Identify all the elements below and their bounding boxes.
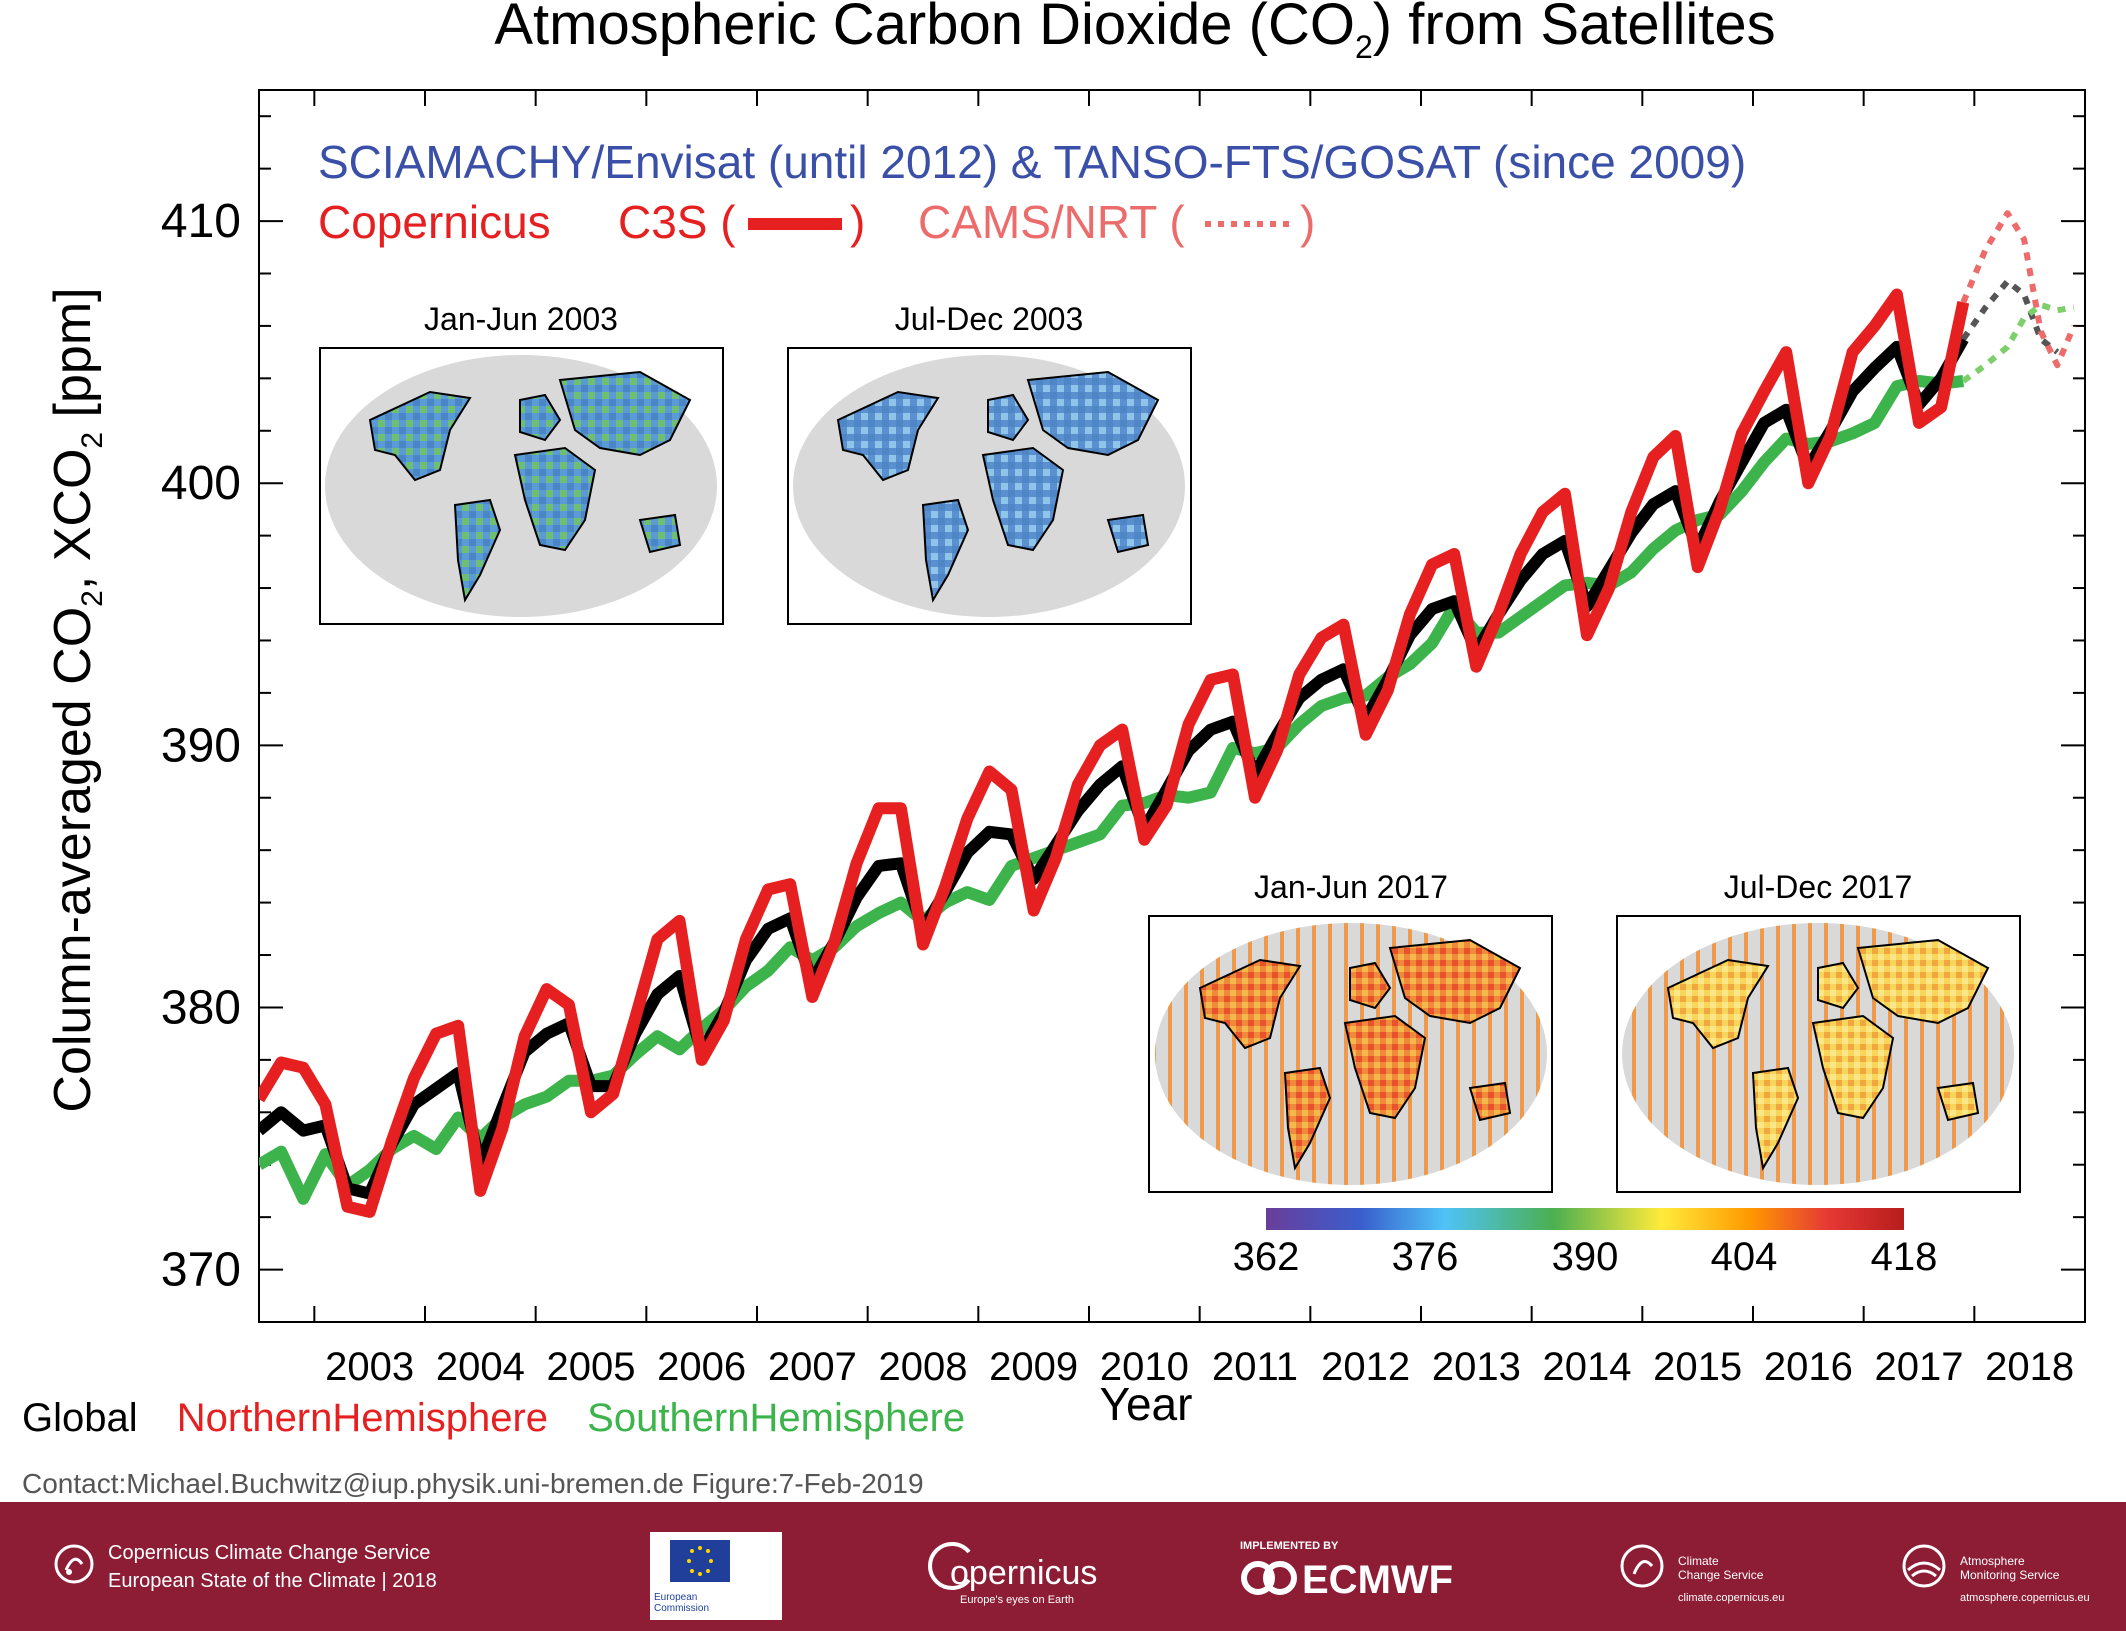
series-line-global-cams-nrt- bbox=[1960, 278, 2060, 355]
cams-url: atmosphere.copernicus.eu bbox=[1960, 1592, 2090, 1604]
map-title: Jan-Jun 2017 bbox=[1254, 869, 1448, 905]
footer-line2: European State of the Climate | 2018 bbox=[108, 1570, 437, 1592]
colorbar-tick: 376 bbox=[1392, 1235, 1459, 1279]
european-commission-logo: European Commission bbox=[650, 1532, 782, 1620]
map-inset-jul-dec-2017: Jul-Dec 2017 bbox=[1616, 869, 2021, 1193]
continents bbox=[1198, 938, 1522, 1171]
contact-line: Contact:Michael.Buchwitz@iup.physik.uni-… bbox=[22, 1468, 924, 1499]
map-title: Jul-Dec 2003 bbox=[895, 301, 1084, 337]
series-group bbox=[259, 210, 2077, 1218]
ecmwf-wordmark: ECMWF bbox=[1302, 1558, 1454, 1602]
legend-north: NorthernHemisphere bbox=[176, 1396, 549, 1440]
map-inset-jul-dec-2003: Jul-Dec 2003 bbox=[787, 301, 1192, 625]
y-tick-label: 370 bbox=[161, 1244, 241, 1297]
cams-name-a: Atmosphere bbox=[1960, 1554, 2025, 1568]
c3s-name-b: Change Service bbox=[1678, 1568, 1764, 1582]
c3s-close: ) bbox=[850, 196, 865, 248]
ecmwf-icon bbox=[1241, 1561, 1297, 1595]
continents bbox=[368, 370, 692, 603]
legend-global: Global bbox=[22, 1396, 138, 1440]
map-title: Jan-Jun 2003 bbox=[424, 301, 618, 337]
colorbar bbox=[1266, 1208, 1904, 1230]
axis-ticks bbox=[259, 90, 2086, 1322]
c3s-swirl-icon bbox=[54, 1544, 94, 1584]
chart-title: Atmospheric Carbon Dioxide (CO2) from Sa… bbox=[494, 0, 1775, 65]
footer-bar: Copernicus Climate Change Service Europe… bbox=[0, 1502, 2126, 1631]
x-tick-label: 2017 bbox=[1875, 1345, 1964, 1389]
colorbar-tick: 404 bbox=[1711, 1235, 1778, 1279]
copernicus-label: Copernicus bbox=[318, 196, 551, 248]
eu-stars-icon bbox=[687, 1546, 713, 1576]
atmosphere-monitoring-icon bbox=[1902, 1544, 1946, 1588]
series-line-southernhemisphere-cams-nrt- bbox=[1961, 301, 2075, 384]
x-tick-label: 2018 bbox=[1985, 1345, 2074, 1389]
copernicus-tagline: Europe's eyes on Earth bbox=[960, 1594, 1075, 1606]
x-tick-label: 2005 bbox=[547, 1345, 636, 1389]
x-tick-label: 2016 bbox=[1764, 1345, 1853, 1389]
series-line-southernhemisphere bbox=[259, 375, 1964, 1205]
map-inset-jan-jun-2017: Jan-Jun 2017 bbox=[1148, 869, 1553, 1193]
colorbar-ticks: 362 376 390 404 418 bbox=[1233, 1235, 1938, 1279]
continents bbox=[836, 370, 1160, 603]
colorbar-tick: 390 bbox=[1552, 1235, 1619, 1279]
implemented-by: IMPLEMENTED BY bbox=[1240, 1540, 1339, 1552]
x-tick-label: 2012 bbox=[1321, 1345, 1410, 1389]
y-tick-label: 380 bbox=[161, 981, 241, 1034]
cams-close: ) bbox=[1300, 196, 1315, 248]
co2-chart: Atmospheric Carbon Dioxide (CO2) from Sa… bbox=[44, 0, 2086, 1430]
map-inset-jan-jun-2003: Jan-Jun 2003 bbox=[319, 301, 724, 625]
ec-label: European Commission bbox=[654, 1592, 710, 1614]
x-axis-label: Year bbox=[1100, 1378, 1193, 1430]
y-tick-label: 410 bbox=[161, 195, 241, 248]
x-tick-label: 2013 bbox=[1432, 1345, 1521, 1389]
colorbar-tick: 362 bbox=[1233, 1235, 1300, 1279]
y-tick-labels: 370 380 390 400 410 bbox=[161, 195, 241, 1297]
colorbar-tick: 418 bbox=[1871, 1235, 1938, 1279]
cams-name-b: Monitoring Service bbox=[1960, 1568, 2060, 1582]
continents bbox=[1666, 938, 1990, 1171]
y-tick-label: 400 bbox=[161, 457, 241, 510]
x-tick-label: 2004 bbox=[436, 1345, 525, 1389]
series-line-global bbox=[259, 336, 1969, 1200]
map-title: Jul-Dec 2017 bbox=[1724, 869, 1913, 905]
series-line-northernhemisphere-cams-nrt- bbox=[1960, 210, 2077, 369]
c3s-url: climate.copernicus.eu bbox=[1678, 1592, 1785, 1604]
x-tick-labels: 2003 2004 2005 2006 2007 2008 2009 2010 2011 2012… bbox=[325, 1345, 2074, 1389]
series-line-northernhemisphere bbox=[259, 288, 1970, 1218]
plot-frame bbox=[258, 89, 2086, 1323]
legend-south: SouthernHemisphere bbox=[587, 1396, 966, 1440]
copernicus-c-icon bbox=[928, 1542, 971, 1590]
cams-label: CAMS/NRT ( bbox=[918, 196, 1185, 248]
x-tick-label: 2011 bbox=[1212, 1345, 1298, 1389]
climate-change-service-icon bbox=[1620, 1544, 1664, 1588]
x-tick-label: 2007 bbox=[768, 1345, 857, 1389]
y-tick-label: 390 bbox=[161, 719, 241, 772]
bottom-legend: Global NorthernHemisphere SouthernHemisp… bbox=[22, 1396, 993, 1441]
c3s-name-a: Climate bbox=[1678, 1554, 1719, 1568]
x-tick-label: 2003 bbox=[325, 1345, 414, 1389]
x-tick-label: 2008 bbox=[879, 1345, 968, 1389]
c3s-label: C3S ( bbox=[618, 196, 736, 248]
copernicus-wordmark: opernicus bbox=[950, 1554, 1098, 1592]
x-tick-label: 2009 bbox=[989, 1345, 1078, 1389]
x-tick-label: 2014 bbox=[1543, 1345, 1632, 1389]
y-axis-label: Column-averaged CO2, XCO2 [ppm] bbox=[44, 287, 109, 1112]
x-tick-label: 2015 bbox=[1653, 1345, 1742, 1389]
x-tick-label: 2006 bbox=[657, 1345, 746, 1389]
footer-line1: Copernicus Climate Change Service bbox=[108, 1542, 431, 1564]
instrument-label: SCIAMACHY/Envisat (until 2012) & TANSO-F… bbox=[318, 136, 1746, 188]
x-tick-label: 2010 bbox=[1100, 1345, 1189, 1389]
